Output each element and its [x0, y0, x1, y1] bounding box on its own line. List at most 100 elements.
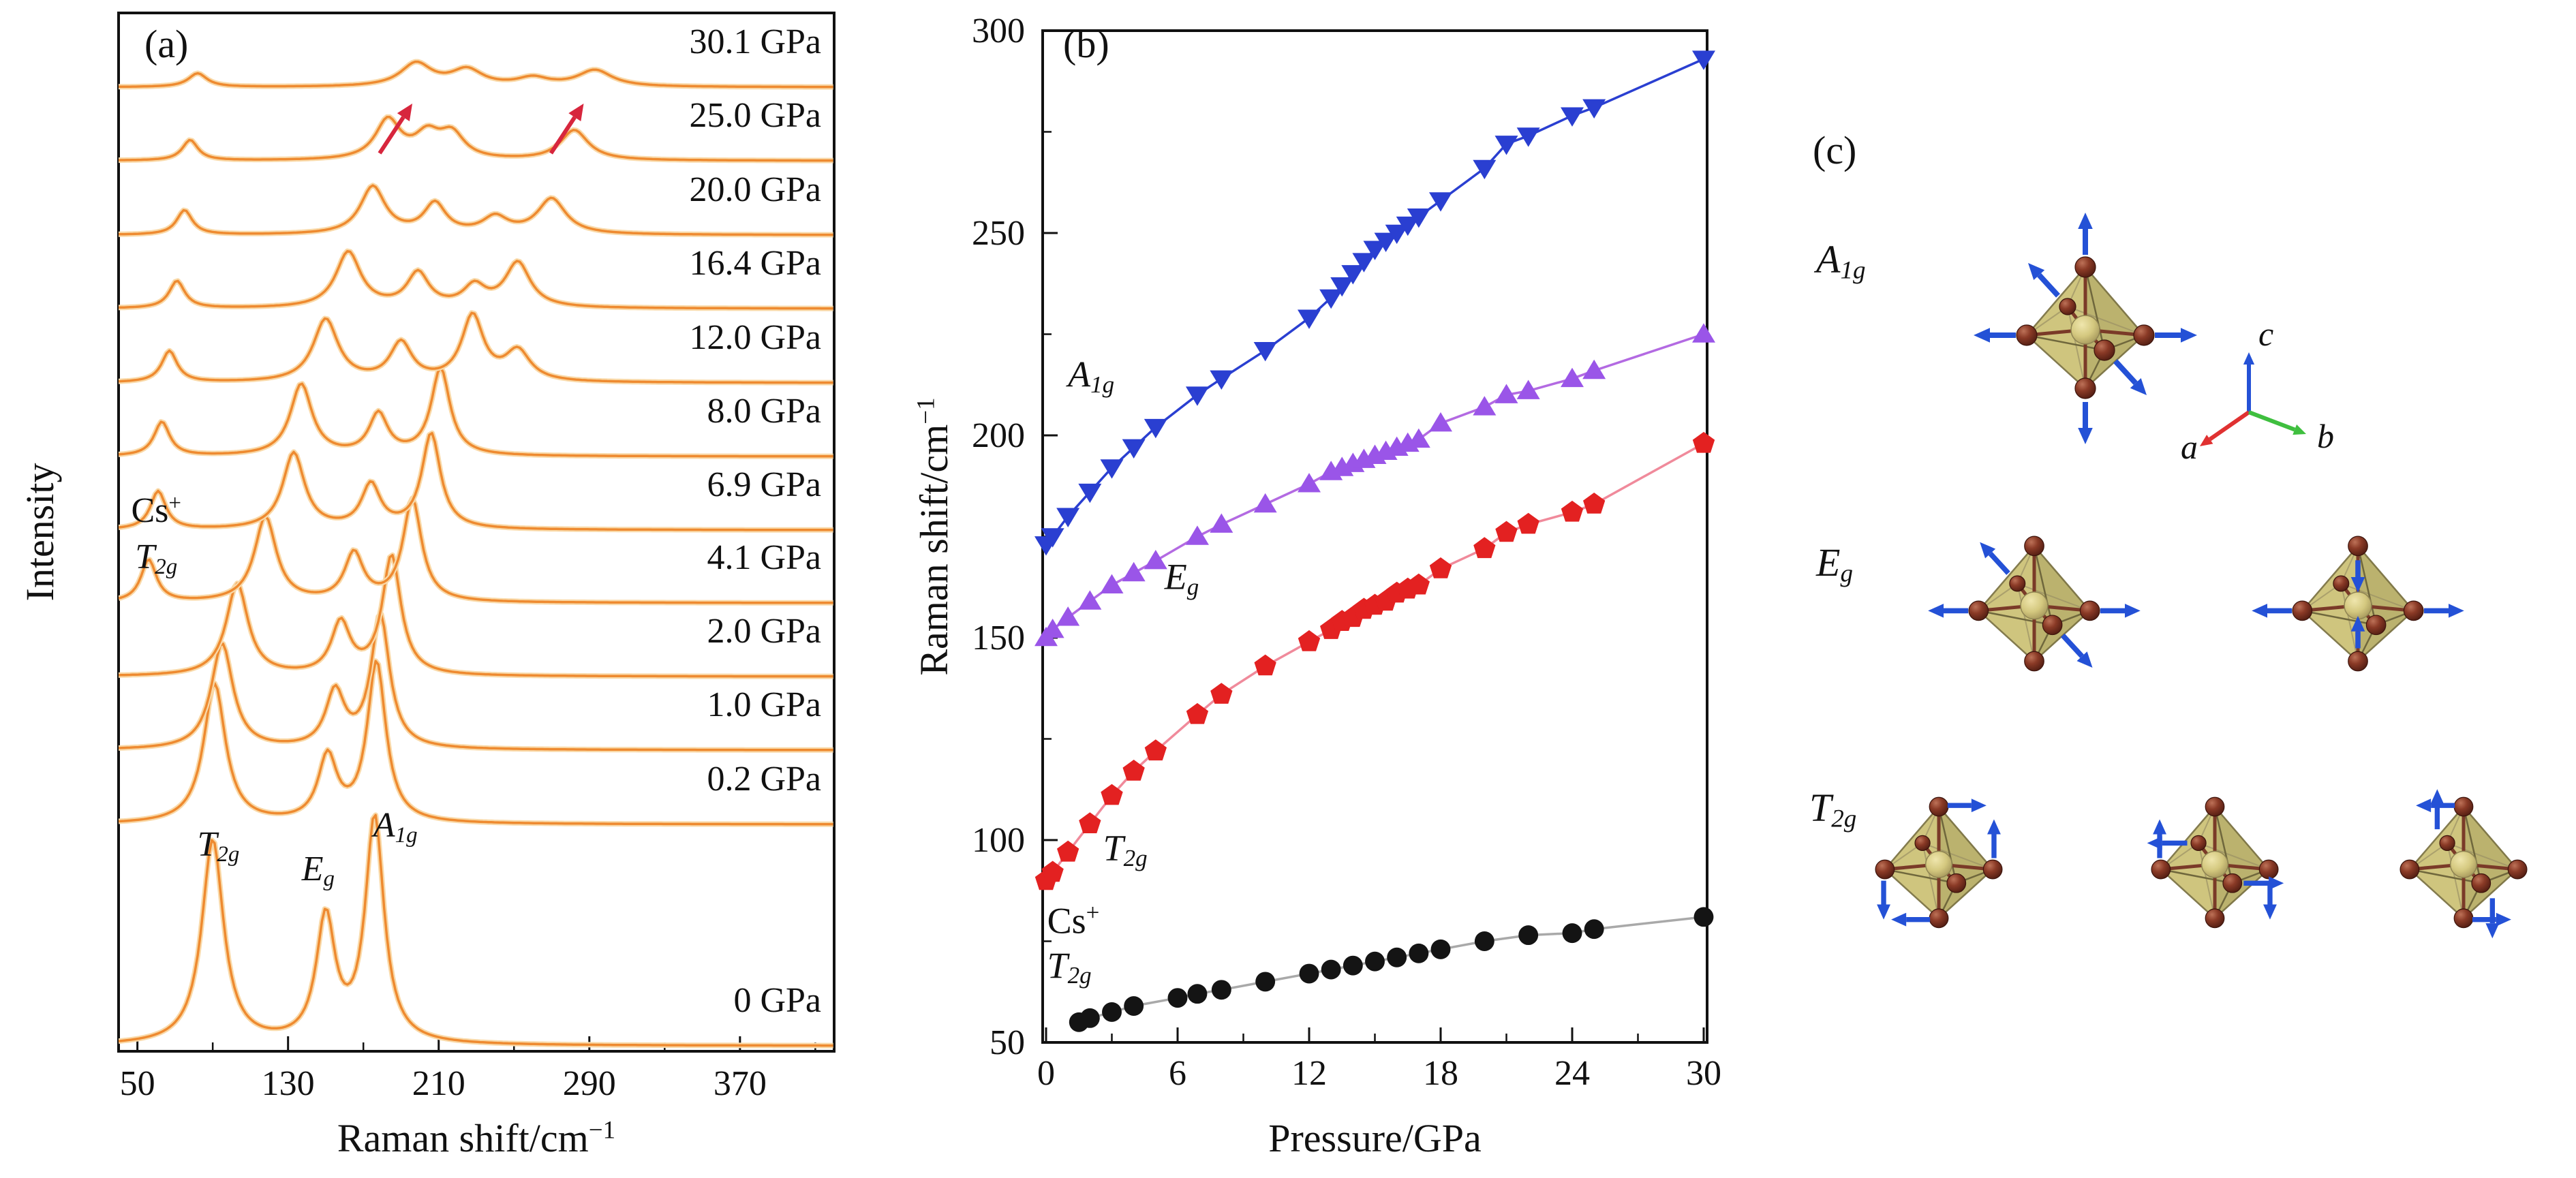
marker-triangle-up [1473, 396, 1497, 416]
mode-label: Cs+ [131, 491, 181, 530]
center-atom [2449, 850, 2478, 878]
mode-arrow-head [1974, 328, 1990, 343]
mode-arrow-head [2496, 912, 2511, 927]
mode-label: A1g [371, 806, 418, 848]
spectrum-line [119, 813, 833, 1047]
marker-pentagon [1101, 784, 1123, 805]
marker-triangle-down [1363, 241, 1387, 260]
panel-b-axes-box [1041, 29, 1708, 1044]
marker-triangle-up [1494, 384, 1518, 403]
halide-atom [2024, 651, 2044, 672]
marker-triangle-down [1352, 253, 1376, 273]
mode-arrow [2430, 789, 2444, 830]
octahedron-front-edge [1884, 868, 1957, 884]
spectrum-line [119, 60, 833, 89]
y-tick-label: 250 [972, 214, 1025, 253]
marker-circle [1430, 939, 1451, 959]
mode-arrow-head [2416, 799, 2432, 813]
mode-arrow-shaft [1988, 551, 2010, 575]
mode-row-label: T2g [1809, 786, 1856, 833]
series-label: Eg [1164, 557, 1199, 600]
marker-triangle-up [1041, 618, 1064, 638]
panel-b-pressure-plot: 0 6 12 18 24 30 50 100 150 200 250 300 Pressure/GPa R… [912, 12, 1721, 1160]
marker-triangle-up [1298, 473, 1321, 493]
mode-arrow [1987, 819, 2001, 858]
octahedron-front-edge [2462, 806, 2482, 884]
marker-triangle-down [1561, 107, 1584, 127]
marker-pentagon [1186, 702, 1209, 724]
octahedron-front-edge [2213, 806, 2233, 884]
marker-triangle-down [1298, 309, 1321, 329]
marker-triangle-up [1692, 323, 1715, 343]
halide-atom [2009, 575, 2026, 592]
center-atom [1925, 850, 1953, 878]
marker-triangle-down [1407, 208, 1430, 228]
halide-atom [2133, 324, 2155, 346]
y-tick-label: 150 [972, 619, 1025, 657]
marker-circle [1693, 907, 1714, 927]
marker-pentagon [1692, 431, 1715, 453]
halide-atom [2292, 600, 2313, 621]
mode-arrow-head [2078, 428, 2093, 444]
octahedron-back-edge [2017, 583, 2035, 662]
pressure-label: 0 GPa [733, 981, 821, 1020]
mode-label: Eg [301, 850, 335, 891]
marker-triangle-up [1056, 606, 1080, 626]
spectrum-trace [119, 611, 833, 753]
center-atom [2070, 315, 2100, 345]
mode-row-label: A1g [1813, 237, 1865, 285]
octahedron-front-edge [1937, 806, 1957, 884]
marker-circle [1562, 923, 1582, 944]
mode-arrow [1928, 604, 1969, 618]
halide-atom [1929, 796, 1949, 817]
marker-circle [1102, 1002, 1122, 1022]
marker-triangle-up [1122, 561, 1146, 582]
marker-triangle-down [1056, 508, 1080, 527]
axis-b-arrow-head [2293, 424, 2306, 435]
y-tick-label: 300 [972, 12, 1025, 50]
series-triangle-up [1034, 323, 1715, 647]
y-tick-label: 200 [972, 416, 1025, 455]
marker-circle [1343, 955, 1363, 976]
halide-atom [2079, 600, 2100, 621]
marker-triangle-down [1210, 370, 1233, 390]
panel-a-raman-spectra: 50 130 210 290 370 Raman shift/cm−1 Intensity (… [18, 12, 835, 1160]
marker-triangle-down [1144, 418, 1167, 439]
spectrum-line [119, 660, 833, 826]
marker-pentagon [1583, 493, 1606, 514]
halide-atom [2348, 651, 2368, 672]
marker-triangle-down [1341, 265, 1365, 285]
marker-pentagon [1079, 812, 1101, 833]
marker-triangle-down [1429, 192, 1452, 212]
mode-arrow [2061, 633, 2093, 668]
mode-arrow-head [2130, 378, 2147, 395]
series-triangle-down [1034, 50, 1715, 556]
marker-triangle-up [1100, 574, 1124, 594]
mode-arrow [2350, 616, 2365, 649]
series-label: T2g [1103, 828, 1148, 871]
mode-arrow [2350, 560, 2365, 593]
marker-triangle-up [1185, 525, 1209, 545]
x-tick-label: 370 [714, 1064, 767, 1103]
mode-arrow-head [2147, 836, 2162, 850]
marker-triangle-down [1385, 224, 1409, 245]
pressure-label: 30.1 GPa [689, 22, 821, 61]
panel-c-tag: (c) [1813, 128, 1856, 172]
center-atom [2020, 591, 2049, 620]
spectrum-trace [119, 248, 833, 311]
pressure-label: 2.0 GPa [707, 612, 821, 651]
octahedron-back-edge [2198, 842, 2269, 870]
marker-triangle-down [1122, 439, 1146, 459]
series-line [1045, 58, 1704, 546]
mode-arrow [1974, 328, 2016, 343]
marker-circle [1124, 996, 1144, 1016]
pressure-label: 12.0 GPa [689, 318, 821, 357]
x-tick-label: 24 [1554, 1054, 1590, 1093]
mode-arrow-head [1877, 904, 1890, 920]
marker-pentagon [1210, 683, 1233, 704]
mode-arrow-head [2350, 577, 2365, 593]
center-atom [2201, 850, 2229, 878]
mode-arrow [2078, 213, 2093, 255]
marker-triangle-down [1494, 136, 1518, 155]
